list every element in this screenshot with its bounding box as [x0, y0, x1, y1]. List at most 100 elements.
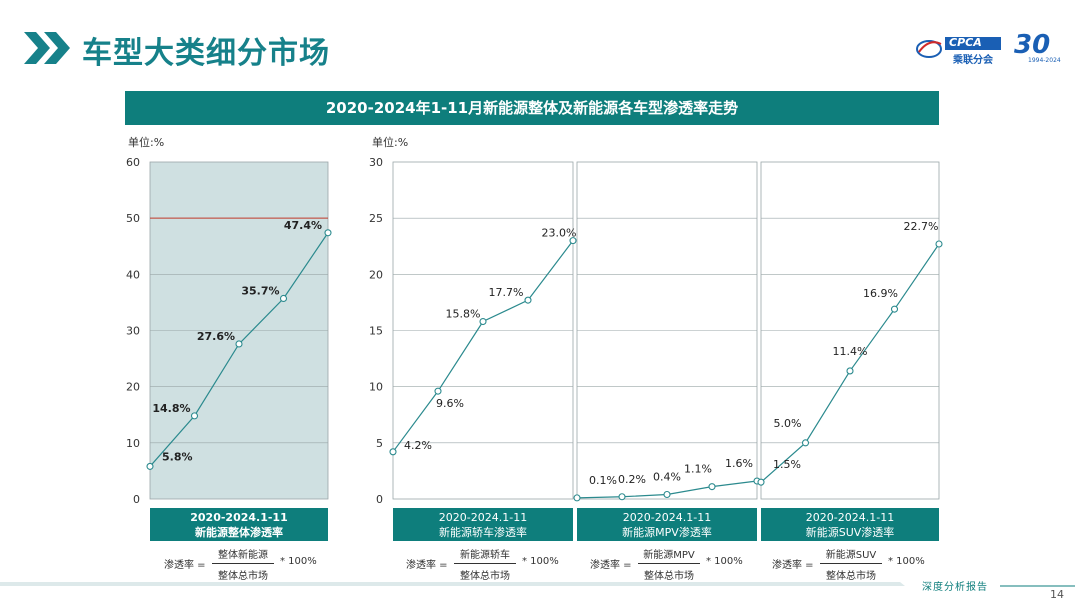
data-label: 22.7% [904, 220, 939, 233]
cpca-logo: CPCA 乘联分会 [915, 34, 1005, 66]
formula-lhs: 渗透率 = [772, 560, 814, 571]
data-point [190, 412, 199, 420]
data-point [389, 448, 397, 456]
footer-report-label: 深度分析报告 [922, 582, 988, 593]
formula-lhs: 渗透率 = [164, 560, 206, 571]
formula-mpv: 渗透率 = 新能源MPV 整体总市场 * 100% [590, 546, 750, 582]
data-label: 15.8% [446, 308, 481, 321]
data-label: 1.5% [773, 458, 801, 471]
data-label: 1.6% [725, 457, 753, 470]
y-tick-label: 30 [369, 156, 383, 169]
data-point [146, 462, 154, 470]
anniv-years: 1994-2024 [1028, 57, 1061, 64]
data-point [663, 490, 671, 499]
footer-rule [0, 582, 1075, 587]
y-tick-label: 20 [369, 268, 383, 281]
caption-period: 2020-2024.1-11 [622, 511, 712, 524]
unit-label-overall: 单位:% [128, 136, 165, 149]
formula-numerator: 新能源MPV [638, 546, 700, 564]
chevron-icon [24, 32, 70, 64]
data-point [573, 494, 581, 502]
caption-period: 2020-2024.1-11 [438, 511, 528, 524]
y-tick-label: 60 [126, 156, 140, 169]
data-point [569, 237, 577, 245]
formula-denominator: 整体总市场 [826, 571, 876, 582]
formula-numerator: 新能源轿车 [454, 546, 516, 564]
page-title: 车型大类细分市场 [82, 36, 330, 71]
data-label: 9.6% [436, 397, 464, 410]
data-label: 4.2% [404, 439, 432, 452]
formula-rhs: * 100% [706, 556, 743, 567]
y-tick-label: 20 [126, 381, 140, 394]
anniv-number: 30 [1014, 30, 1051, 60]
y-tick-label: 5 [376, 437, 383, 450]
data-point [235, 340, 243, 348]
caption-title: 新能源SUV渗透率 [805, 526, 895, 539]
formula-lhs: 渗透率 = [406, 560, 448, 571]
formula-rhs: * 100% [888, 556, 925, 567]
caption-title: 新能源整体渗透率 [195, 526, 283, 539]
unit-label-segments: 单位:% [372, 136, 409, 149]
caption-period: 2020-2024.1-11 [805, 511, 895, 524]
y-tick-label: 50 [126, 212, 140, 225]
data-point [324, 229, 332, 237]
data-label: 14.8% [152, 402, 190, 415]
data-point [479, 317, 487, 326]
data-label: 1.1% [684, 463, 712, 476]
data-label: 5.8% [162, 450, 193, 463]
caption-title: 新能源轿车渗透率 [439, 526, 527, 539]
y-tick-label: 0 [133, 493, 140, 506]
formula-rhs: * 100% [522, 556, 559, 567]
y-tick-label: 40 [126, 268, 140, 281]
chart-banner-title: 2020-2024年1-11月新能源整体及新能源各车型渗透率走势 [125, 91, 939, 125]
caption-suv: 2020-2024.1-11 新能源SUV渗透率 [761, 508, 939, 541]
data-point [846, 367, 854, 375]
data-point [801, 439, 810, 447]
cpca-logo-cn: 乘联分会 [953, 55, 993, 66]
formula-numerator: 整体新能源 [212, 546, 274, 564]
data-point [757, 478, 765, 486]
formula-numerator: 新能源SUV [820, 546, 882, 564]
formula-denominator: 整体总市场 [460, 571, 510, 582]
data-label: 16.9% [863, 287, 898, 300]
data-point [935, 240, 943, 248]
formula-denominator: 整体总市场 [218, 571, 268, 582]
data-point [890, 305, 899, 313]
page-number: 14 [1050, 588, 1064, 601]
formula-sedan: 渗透率 = 新能源轿车整体总市场 * 100% [406, 546, 566, 582]
formula-rhs: * 100% [280, 556, 317, 567]
caption-sedan: 2020-2024.1-11 新能源轿车渗透率 [393, 508, 573, 541]
y-tick-label: 10 [369, 381, 383, 394]
data-point [618, 493, 626, 501]
data-label: 35.7% [241, 284, 279, 297]
data-point [434, 387, 442, 395]
data-label: 27.6% [197, 330, 235, 343]
formula-suv: 渗透率 = 新能源SUV 整体总市场 * 100% [772, 546, 932, 582]
formula-overall: 渗透率 = 整体新能源整体总市场 * 100% [164, 546, 324, 582]
y-tick-label: 30 [126, 325, 140, 338]
data-label: 11.4% [833, 345, 868, 358]
data-label: 0.2% [618, 473, 646, 486]
y-tick-label: 15 [369, 325, 383, 338]
data-label: 47.4% [284, 219, 322, 232]
caption-mpv: 2020-2024.1-11 新能源MPV渗透率 [577, 508, 757, 541]
data-point [279, 294, 288, 303]
data-label: 0.1% [589, 474, 617, 487]
y-tick-label: 10 [126, 437, 140, 450]
y-tick-label: 25 [369, 212, 383, 225]
caption-overall: 2020-2024.1-11 新能源整体渗透率 [150, 508, 328, 541]
data-point [524, 296, 532, 304]
data-label: 17.7% [489, 286, 524, 299]
caption-period: 2020-2024.1-11 [190, 511, 288, 524]
caption-title: 新能源MPV渗透率 [622, 526, 712, 539]
anniversary-logo: 30 1994-2024 [1012, 30, 1062, 66]
data-point [708, 483, 716, 491]
formula-denominator: 整体总市场 [644, 571, 694, 582]
data-label: 23.0% [542, 227, 577, 240]
data-label: 5.0% [774, 417, 802, 430]
cpca-logo-text: CPCA [949, 36, 982, 49]
y-tick-label: 0 [376, 493, 383, 506]
data-label: 0.4% [653, 471, 681, 484]
formula-lhs: 渗透率 = [590, 560, 632, 571]
